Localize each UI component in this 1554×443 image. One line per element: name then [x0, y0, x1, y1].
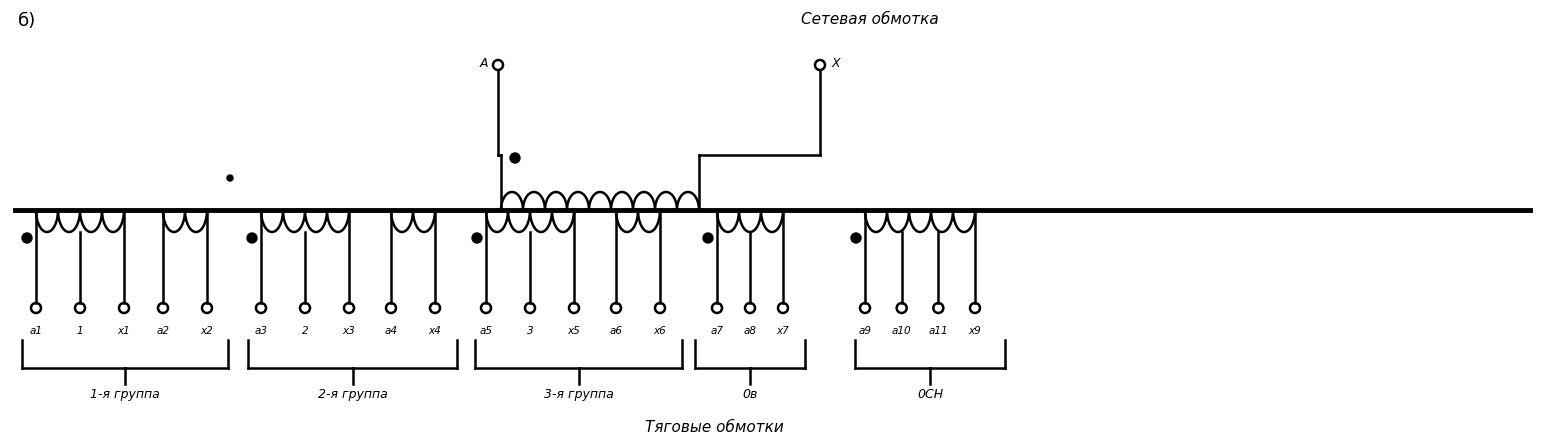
Text: 0СН: 0СН — [917, 388, 943, 401]
Text: Тяговые обмотки: Тяговые обмотки — [645, 420, 785, 435]
Text: 2: 2 — [301, 326, 308, 336]
Text: a4: a4 — [384, 326, 398, 336]
Circle shape — [22, 233, 33, 243]
Text: x9: x9 — [968, 326, 982, 336]
Text: a10: a10 — [892, 326, 912, 336]
Circle shape — [510, 153, 521, 163]
Circle shape — [227, 175, 233, 181]
Text: a1: a1 — [30, 326, 42, 336]
Text: x7: x7 — [777, 326, 789, 336]
Text: a2: a2 — [157, 326, 169, 336]
Text: 3: 3 — [527, 326, 533, 336]
Text: Сетевая обмотка: Сетевая обмотка — [802, 12, 939, 27]
Text: x4: x4 — [429, 326, 441, 336]
Text: 0в: 0в — [743, 388, 758, 401]
Circle shape — [247, 233, 256, 243]
Text: a11: a11 — [929, 326, 948, 336]
Text: x5: x5 — [567, 326, 580, 336]
Text: a8: a8 — [743, 326, 757, 336]
Text: X: X — [831, 57, 841, 70]
Text: 3-я группа: 3-я группа — [544, 388, 614, 401]
Text: 2-я группа: 2-я группа — [317, 388, 387, 401]
Text: x6: x6 — [654, 326, 667, 336]
Text: a6: a6 — [609, 326, 623, 336]
Circle shape — [472, 233, 482, 243]
Text: б): б) — [19, 12, 36, 30]
Circle shape — [702, 233, 713, 243]
Text: a9: a9 — [858, 326, 872, 336]
Text: 1: 1 — [76, 326, 84, 336]
Text: A: A — [480, 57, 488, 70]
Circle shape — [852, 233, 861, 243]
Text: a5: a5 — [480, 326, 493, 336]
Text: a7: a7 — [710, 326, 724, 336]
Text: a3: a3 — [255, 326, 267, 336]
Text: x3: x3 — [342, 326, 356, 336]
Text: x2: x2 — [200, 326, 213, 336]
Text: x1: x1 — [118, 326, 131, 336]
Text: 1-я группа: 1-я группа — [90, 388, 160, 401]
